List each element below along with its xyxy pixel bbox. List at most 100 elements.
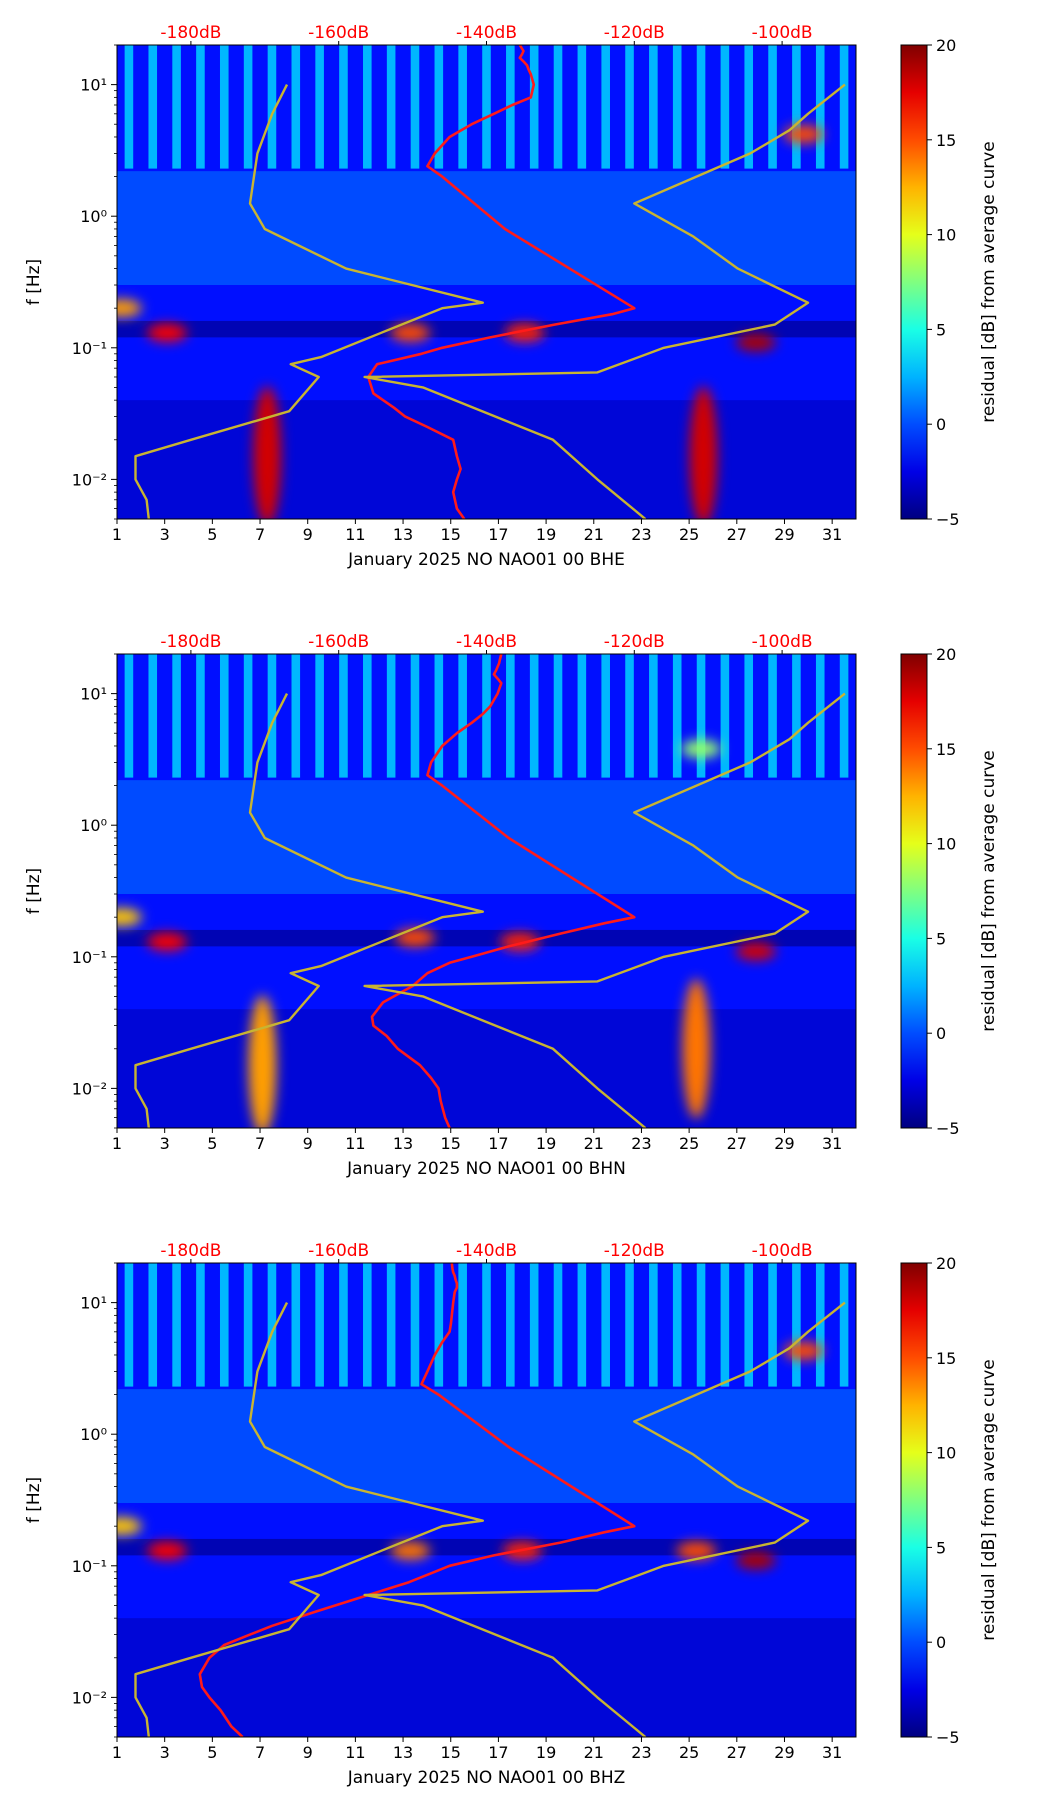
x-tick-label: 1 [112, 1134, 122, 1153]
x-tick-label: 23 [631, 1134, 651, 1153]
x-tick-label: 21 [584, 1134, 604, 1153]
heatmap-stripe [291, 45, 301, 169]
x-tick-label: 21 [584, 1743, 604, 1762]
heatmap [117, 1263, 856, 1737]
heatmap-band [117, 1538, 856, 1556]
x-tick-label: 27 [727, 1134, 747, 1153]
heatmap-hotspot [735, 942, 776, 961]
heatmap-stripe [672, 45, 682, 169]
top-tick-label: -140dB [456, 1241, 517, 1261]
heatmap-stripe [124, 45, 134, 169]
y-axis-label: f [Hz] [24, 1477, 44, 1523]
heatmap-stripe [434, 654, 444, 778]
heatmap-stripe [291, 654, 301, 778]
x-tick-label: 25 [679, 1134, 699, 1153]
heatmap-hotspot [147, 932, 188, 951]
colorbar-tick-label: 20 [936, 36, 956, 55]
heatmap-stripe [506, 1263, 515, 1387]
heatmap-stripe [649, 654, 658, 778]
heatmap-hotspot [117, 1517, 142, 1536]
heatmap-stripe [458, 1263, 467, 1387]
x-tick-label: 19 [536, 1134, 556, 1153]
heatmap-stripe [577, 654, 587, 778]
heatmap-stripe [219, 45, 229, 169]
colorbar-tick-label: −5 [936, 1728, 960, 1747]
heatmap-stripe [792, 45, 801, 169]
x-tick-label: 23 [631, 525, 651, 544]
x-tick-label: 15 [441, 1743, 461, 1762]
x-tick-label: 5 [207, 525, 217, 544]
heatmap-stripe [625, 45, 634, 169]
heatmap-hotspot [248, 995, 277, 1128]
heatmap-stripe [792, 654, 801, 778]
heatmap-stripe [291, 1263, 301, 1387]
colorbar-tick-label: −5 [936, 510, 960, 529]
colorbar-tick-label: 0 [936, 1024, 946, 1043]
heatmap-stripe [649, 45, 658, 169]
x-tick-label: 31 [822, 1134, 842, 1153]
heatmap-stripe [720, 45, 730, 169]
x-tick-label: 31 [822, 1743, 842, 1762]
x-tick-label: 7 [255, 1743, 265, 1762]
y-tick-label: 10⁰ [80, 207, 107, 226]
heatmap-band [117, 1009, 856, 1128]
heatmap-stripe [839, 654, 849, 778]
x-tick-label: 3 [160, 525, 170, 544]
colorbar-tick-label: 0 [936, 1633, 946, 1652]
colorbar-tick-label: 20 [936, 645, 956, 664]
y-tick-label: 10¹ [80, 685, 107, 704]
colorbar-tick-label: 10 [936, 1444, 956, 1463]
x-tick-label: 5 [207, 1134, 217, 1153]
x-tick-label: 29 [774, 1134, 794, 1153]
top-tick-label: -100dB [752, 23, 813, 43]
heatmap-stripe [482, 45, 491, 169]
heatmap-stripe [482, 654, 491, 778]
colorbar-scale [900, 1262, 928, 1738]
x-tick-label: 17 [488, 1134, 508, 1153]
heatmap-stripe [720, 1263, 730, 1387]
colorbar-label: residual [dB] from average curve [979, 1359, 999, 1640]
top-tick-label: -120dB [604, 23, 665, 43]
x-tick-label: 17 [488, 1743, 508, 1762]
heatmap-stripe [672, 654, 682, 778]
heatmap-hotspot [735, 333, 776, 352]
heatmap-hotspot [783, 125, 824, 144]
x-axis: 1 3 5 7 9 11 13 15 17 19 21 23 25 27 29 31 [112, 1737, 842, 1762]
colorbar-label: residual [dB] from average curve [979, 750, 999, 1031]
y-tick-label: 10⁻¹ [72, 948, 107, 967]
colorbar-tick-label: −5 [936, 1119, 960, 1138]
heatmap-band [117, 780, 856, 895]
heatmap-stripe [172, 654, 181, 778]
heatmap-stripe [577, 45, 587, 169]
heatmap-stripe [196, 45, 205, 169]
heatmap-stripe [219, 654, 229, 778]
colorbar-tick-label: 15 [936, 740, 956, 759]
top-tick-label: -100dB [752, 632, 813, 652]
top-tick-label: -160dB [308, 23, 369, 43]
x-tick-label: 19 [536, 1743, 556, 1762]
y-tick-label: 10⁻¹ [72, 1557, 107, 1576]
heatmap-stripe [315, 654, 324, 778]
x-tick-label: 9 [303, 1134, 313, 1153]
x-tick-label: 9 [303, 525, 313, 544]
heatmap-stripe [601, 654, 610, 778]
y-tick-label: 10⁰ [80, 1425, 107, 1444]
heatmap-stripe [267, 45, 277, 169]
x-tick-label: 3 [160, 1134, 170, 1153]
median-psd-curve [366, 45, 636, 519]
heatmap-stripe [815, 1263, 825, 1387]
top-tick-label: -160dB [308, 1241, 369, 1261]
heatmap-stripe [744, 45, 754, 169]
heatmap-stripe [482, 1263, 491, 1387]
heatmap-stripe [696, 1263, 706, 1387]
top-tick-label: -140dB [456, 23, 517, 43]
heatmap-stripe [386, 45, 396, 169]
heatmap-hotspot [147, 1541, 188, 1560]
x-tick-label: 5 [207, 1743, 217, 1762]
heatmap-stripe [315, 1263, 324, 1387]
heatmap-stripe [410, 1263, 420, 1387]
heatmap-stripe [363, 654, 372, 778]
heatmap-band [117, 400, 856, 519]
